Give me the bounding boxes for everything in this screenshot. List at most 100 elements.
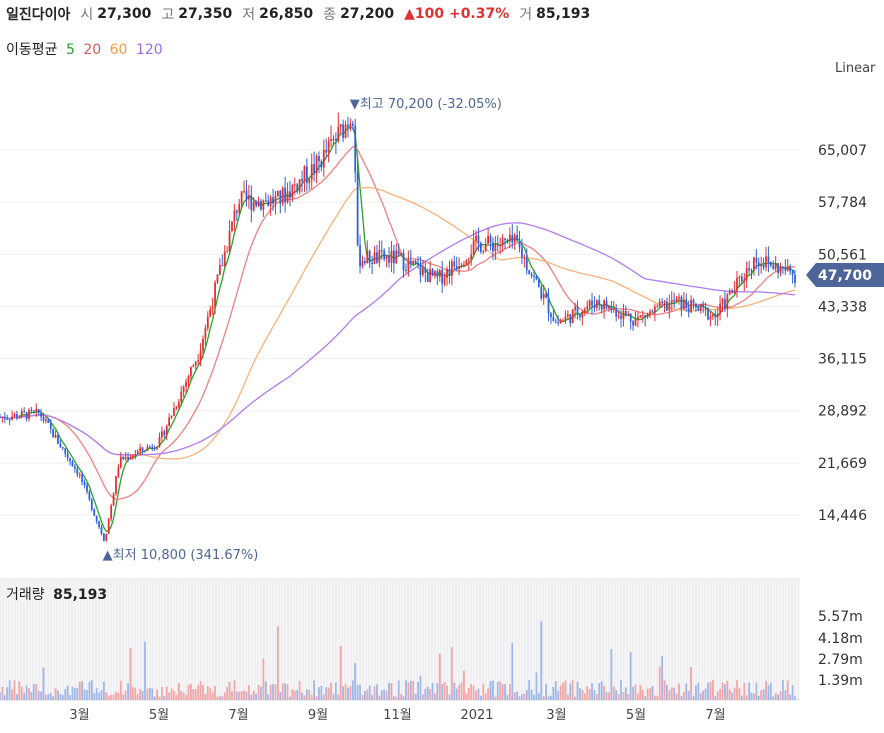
candle-body — [559, 321, 562, 324]
volume-bar — [347, 687, 349, 700]
volume-bar — [267, 694, 270, 700]
volume-bar — [349, 686, 352, 700]
volume-bar — [322, 694, 325, 700]
volume-bar — [769, 682, 772, 700]
candle-body — [243, 190, 245, 192]
volume-bar — [151, 688, 154, 700]
candle-body — [187, 376, 190, 382]
candle-body — [409, 260, 412, 264]
volume-bar — [661, 656, 663, 700]
candle-body — [245, 190, 248, 200]
volume-bar — [153, 696, 156, 700]
candle-body — [310, 164, 313, 180]
volume-bar — [86, 690, 88, 700]
candle-body — [600, 305, 603, 310]
candle-body — [736, 277, 738, 291]
candle-body — [156, 446, 158, 449]
candle-body — [64, 448, 67, 454]
volume-bar — [54, 688, 57, 700]
ma-20-label: 20 — [83, 42, 102, 58]
volume-bar — [187, 685, 190, 700]
candle-body — [279, 190, 282, 204]
volume-bar — [726, 680, 729, 700]
volume-bar — [571, 680, 574, 700]
candle-body — [182, 386, 185, 392]
high-value: 27,350 — [178, 6, 233, 22]
volume-bar — [83, 689, 86, 700]
candle-body — [673, 299, 676, 302]
volume-bar — [170, 688, 173, 700]
candle-body — [651, 311, 654, 313]
volume-bar — [528, 680, 531, 700]
candle-body — [501, 238, 504, 245]
candle-body — [540, 286, 543, 299]
candle-body — [76, 468, 79, 475]
candle-body — [385, 256, 388, 260]
volume-bar — [90, 680, 93, 700]
volume-bar — [342, 686, 345, 700]
volume-bar — [257, 685, 260, 700]
volume-bar — [81, 681, 84, 700]
volume-bar — [777, 694, 779, 700]
volume-bar — [506, 694, 509, 700]
candle-body — [743, 279, 746, 282]
candle-body — [376, 252, 378, 263]
candle-body — [632, 321, 635, 326]
candle-body — [98, 521, 100, 528]
candle-body — [496, 244, 499, 246]
volume-bar — [276, 626, 279, 700]
candle-body — [434, 271, 436, 276]
candle-body — [547, 297, 550, 314]
candle-body — [86, 485, 88, 492]
candle-body — [194, 361, 197, 366]
candle-body — [165, 426, 168, 435]
candle-body — [513, 234, 516, 243]
volume-bar — [8, 680, 11, 700]
volume-bar — [772, 696, 775, 700]
price-tick-label: 57,784 — [818, 195, 867, 211]
candle-body — [757, 262, 760, 267]
volume-bar — [666, 684, 668, 700]
volume-bar — [472, 685, 475, 700]
candle-body — [458, 266, 461, 269]
moving-average-legend[interactable]: 이동평균 5 20 60 120 — [6, 39, 167, 59]
volume-bar — [110, 694, 113, 700]
volume-bar — [327, 687, 330, 700]
volume-bar — [782, 680, 784, 700]
stock-header: 일진다이아 시 27,300 고 27,350 저 26,850 종 27,20… — [6, 4, 600, 24]
volume-bars — [0, 621, 796, 700]
candle-body — [305, 166, 308, 184]
candle-body — [361, 261, 364, 267]
candle-body — [680, 296, 683, 310]
volume-bar — [332, 693, 335, 700]
candle-body — [446, 268, 448, 278]
candle-body — [685, 299, 688, 308]
volume-bar — [30, 692, 33, 700]
volume-bar — [235, 691, 238, 700]
candle-body — [228, 230, 231, 252]
candle-body — [139, 447, 142, 452]
volume-bar — [226, 687, 229, 700]
volume-bar — [325, 687, 328, 700]
volume-bar — [658, 666, 661, 700]
volume-bar — [351, 680, 354, 700]
candle-body — [276, 190, 279, 196]
candle-body — [117, 467, 120, 477]
volume-bar — [489, 681, 492, 700]
volume-bar — [344, 683, 347, 700]
candle-body — [180, 391, 183, 402]
volume-bar — [318, 687, 320, 700]
volume-bar — [470, 683, 473, 700]
candle-body — [93, 509, 96, 516]
candle-body — [721, 299, 724, 304]
volume-bar — [624, 687, 627, 700]
volume-bar — [334, 682, 337, 700]
candle-body — [407, 260, 410, 272]
scale-mode-toggle[interactable]: Linear — [835, 61, 876, 76]
candle-body — [392, 250, 395, 264]
candle-body — [272, 197, 274, 204]
volume-background — [0, 578, 800, 701]
volume-bar — [566, 694, 569, 700]
volume-bar — [511, 642, 514, 700]
